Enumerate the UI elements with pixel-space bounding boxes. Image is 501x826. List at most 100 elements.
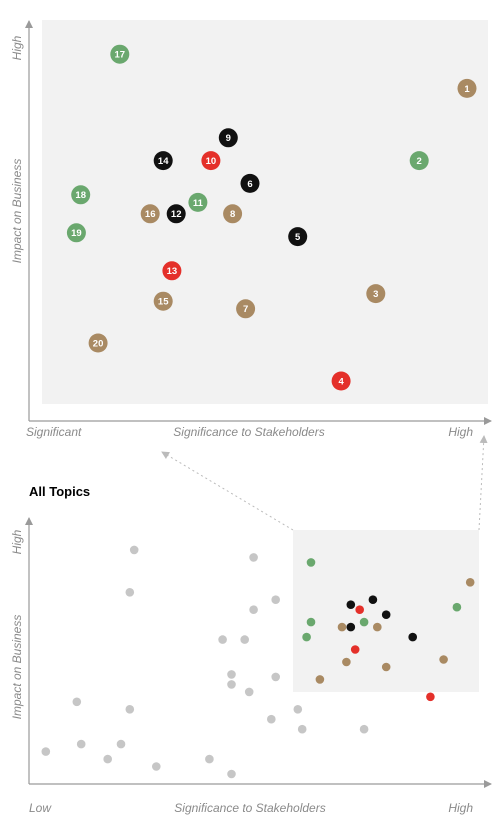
overview-point-4 [346,600,356,609]
overview-point-39 [41,747,51,756]
overview-point-28 [227,670,236,679]
detail-point-label-5: 5 [295,232,301,243]
detail-point-label-15: 15 [158,297,169,308]
detail-point-label-16: 16 [145,209,156,220]
overview-point-6 [368,595,378,604]
overview-point-25 [249,605,258,614]
detail-y-axis-title: Impact on Business [10,159,24,264]
detail-point-label-20: 20 [93,338,104,349]
overview-point-27 [240,635,249,644]
detail-point-7 [236,299,256,319]
overview-point-24 [271,595,281,604]
overview-x-tick-high: High [448,801,473,815]
detail-point-label-14: 14 [158,156,169,167]
detail-point-17 [110,44,130,64]
detail-point-5 [288,227,308,247]
overview-point-16 [342,657,351,667]
detail-point-6 [240,173,260,193]
overview-point-32 [72,697,82,707]
overview-point-35 [267,714,276,724]
overview-title: All Topics [29,484,90,499]
detail-point-label-2: 2 [417,156,422,167]
detail-point-15 [153,291,173,311]
overview-point-18 [439,655,448,664]
overview-point-44 [227,769,236,779]
overview-point-29 [227,680,236,689]
overview-point-43 [205,754,214,764]
detail-y-tick-high: High [10,35,24,60]
detail-point-label-17: 17 [115,50,126,61]
overview-point-9 [346,622,356,632]
detail-point-label-12: 12 [171,209,182,220]
detail-point-label-11: 11 [193,198,204,209]
overview-point-31 [244,687,254,697]
detail-point-3 [366,284,386,304]
detail-point-label-1: 1 [464,84,470,95]
overview-point-38 [76,739,86,749]
detail-point-2 [409,151,429,171]
detail-point-13 [162,261,182,281]
detail-point-11 [188,192,208,212]
detail-x-axis-title: Significance to Stakeholders [173,425,324,439]
detail-point-label-7: 7 [243,304,248,315]
detail-point-4 [331,371,351,391]
overview-point-11 [373,622,382,632]
overview-point-20 [426,692,435,702]
overview-point-41 [103,754,112,764]
overview-point-7 [381,610,391,619]
overview-point-2 [465,578,475,587]
detail-point-1 [457,78,477,98]
detail-point-label-10: 10 [206,156,217,167]
overview-point-17 [381,662,391,672]
overview-x-tick-low: Low [29,801,52,815]
detail-point-10 [201,151,221,171]
detail-point-20 [88,333,108,353]
overview-y-tick-high: High [10,529,24,554]
overview-chart: All Topics High Impact on Business Low S… [10,484,492,815]
detail-point-12 [166,204,186,224]
overview-point-3 [452,602,462,612]
overview-point-13 [302,632,311,642]
overview-point-37 [359,724,369,734]
overview-point-14 [408,632,418,642]
overview-point-34 [293,705,303,714]
overview-point-5 [355,605,365,614]
overview-point-15 [350,645,360,654]
zoom-connector-left [161,451,294,531]
detail-point-label-4: 4 [338,376,344,387]
detail-point-label-6: 6 [247,179,252,190]
overview-point-22 [249,553,258,562]
detail-point-label-3: 3 [373,289,378,300]
overview-point-26 [218,635,227,644]
overview-point-21 [129,545,139,555]
detail-point-16 [140,204,160,224]
overview-point-8 [337,622,347,632]
overview-x-axis-title: Significance to Stakeholders [174,801,325,815]
overview-point-12 [306,617,316,627]
overview-point-19 [315,675,325,684]
overview-point-30 [271,672,281,682]
detail-point-label-18: 18 [75,190,86,201]
detail-point-label-8: 8 [230,209,235,220]
overview-y-axis-title: Impact on Business [10,615,24,720]
detail-x-tick-significant: Significant [26,425,82,439]
overview-point-33 [125,705,135,714]
detail-x-tick-high: High [448,425,473,439]
overview-point-1 [306,558,316,567]
detail-chart: High Impact on Business Significant Sign… [10,20,492,439]
zoom-connector-right [478,435,488,531]
overview-point-23 [125,588,135,597]
overview-point-42 [152,762,161,771]
detail-point-19 [66,223,86,243]
detail-point-label-19: 19 [71,228,82,239]
detail-point-14 [153,151,173,171]
detail-point-label-9: 9 [226,133,231,144]
detail-point-18 [71,185,91,205]
detail-point-label-13: 13 [167,266,178,277]
detail-plot-panel [42,20,488,404]
detail-point-9 [218,128,238,148]
detail-point-8 [223,204,243,224]
overview-point-36 [297,724,307,734]
